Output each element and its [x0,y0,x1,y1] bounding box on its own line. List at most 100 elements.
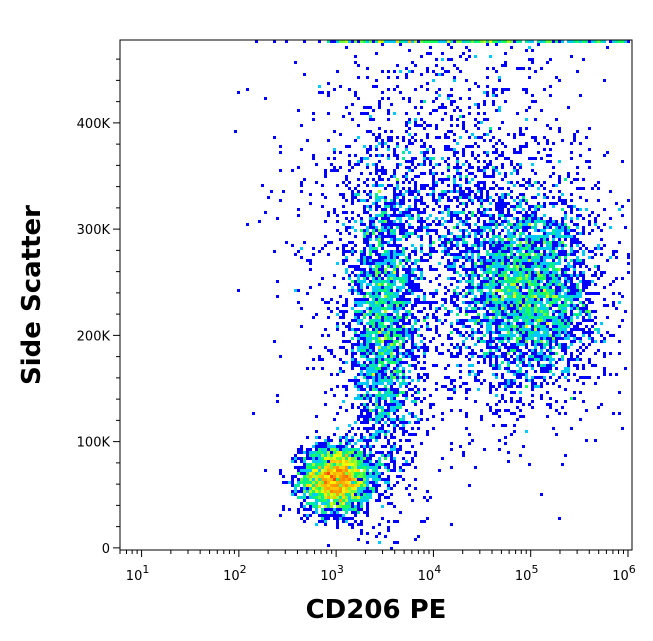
density-point [315,430,318,433]
density-point [357,124,360,127]
density-point [378,421,381,424]
density-point [408,433,411,436]
density-point [357,298,360,301]
density-point [492,316,495,319]
density-point [483,214,486,217]
density-point [582,349,585,352]
density-point [489,217,492,220]
density-point [558,292,561,295]
density-point [348,496,351,499]
density-point [510,262,513,265]
density-point [354,331,357,334]
density-point [402,211,405,214]
density-point [444,265,447,268]
density-point [486,226,489,229]
density-point [480,331,483,334]
density-point [543,220,546,223]
density-point [594,283,597,286]
density-point [534,223,537,226]
density-point [498,439,501,442]
density-point [576,244,579,247]
density-point [582,217,585,220]
density-point [540,394,543,397]
density-point [450,337,453,340]
density-point [378,415,381,418]
density-point [354,187,357,190]
density-point [363,487,366,490]
density-point [543,235,546,238]
density-point [429,46,432,49]
density-point [429,403,432,406]
density-points [234,40,630,550]
density-point [300,148,303,151]
density-point [396,379,399,382]
density-point [483,286,486,289]
density-point [480,280,483,283]
density-point [525,142,528,145]
density-point [534,250,537,253]
density-point [507,292,510,295]
density-point [360,331,363,334]
density-point [597,349,600,352]
density-point [522,271,525,274]
density-point [468,166,471,169]
density-point [369,295,372,298]
density-point [369,412,372,415]
density-point [387,418,390,421]
density-point [543,331,546,334]
density-point [339,151,342,154]
density-point [300,517,303,520]
density-point [300,325,303,328]
density-point [378,484,381,487]
density-point [483,169,486,172]
density-point [405,394,408,397]
density-point [393,295,396,298]
density-point [369,487,372,490]
density-point [504,205,507,208]
density-point [531,100,534,103]
density-point [546,310,549,313]
density-point [504,271,507,274]
density-point [561,322,564,325]
density-point [375,352,378,355]
density-point [501,88,504,91]
density-point [372,295,375,298]
density-point [450,40,453,43]
density-point [408,292,411,295]
density-point [342,481,345,484]
density-point [345,502,348,505]
density-point [486,232,489,235]
density-point [591,319,594,322]
density-point [399,421,402,424]
density-point [567,298,570,301]
density-point [495,268,498,271]
density-point [378,274,381,277]
density-point [297,478,300,481]
density-point [435,388,438,391]
density-point [552,292,555,295]
density-point [387,97,390,100]
density-point [384,313,387,316]
density-point [348,478,351,481]
density-point [504,436,507,439]
density-point [549,355,552,358]
density-point [450,295,453,298]
density-point [468,256,471,259]
density-point [414,301,417,304]
density-point [501,241,504,244]
density-point [483,244,486,247]
density-point [546,160,549,163]
density-point [498,346,501,349]
density-point [420,124,423,127]
density-point [414,355,417,358]
density-point [501,211,504,214]
density-point [387,358,390,361]
density-point [339,85,342,88]
density-point [534,181,537,184]
density-point [384,481,387,484]
density-point [387,346,390,349]
density-point [498,199,501,202]
density-point [462,322,465,325]
density-point [489,286,492,289]
density-point [426,184,429,187]
